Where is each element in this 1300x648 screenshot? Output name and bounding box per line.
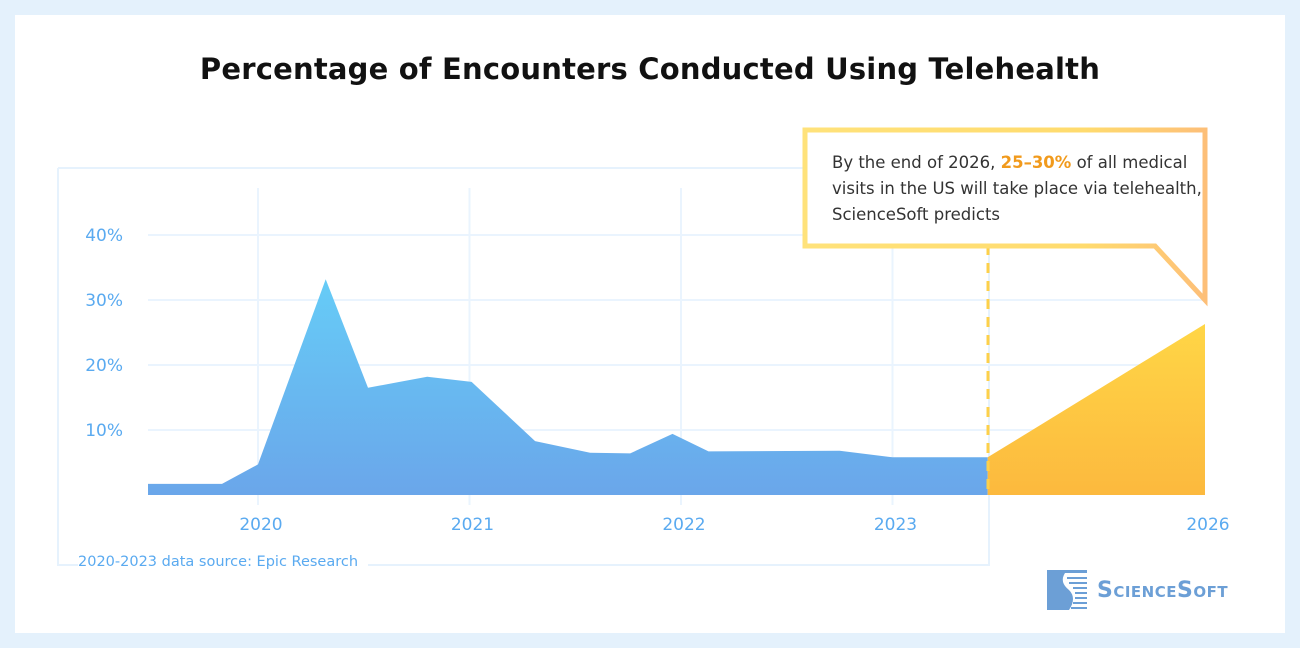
sciencesoft-logo: ScienceSoft bbox=[1047, 570, 1228, 610]
source-note: 2020-2023 data source: Epic Research bbox=[78, 554, 358, 570]
callout-highlight: 25–30% bbox=[1000, 153, 1072, 172]
chart-title: Percentage of Encounters Conducted Using… bbox=[199, 52, 1101, 86]
x-tick-label: 2026 bbox=[1186, 515, 1229, 535]
callout-part: of all medical visits in the US will tak… bbox=[832, 153, 1202, 224]
x-tick-label: 2022 bbox=[662, 515, 705, 535]
callout-box bbox=[802, 127, 1208, 307]
chart-frame bbox=[57, 167, 990, 566]
logo-icon bbox=[1047, 570, 1087, 610]
logo-text: ScienceSoft bbox=[1097, 577, 1229, 603]
y-tick-label: 30% bbox=[85, 291, 123, 311]
y-tick-label: 10% bbox=[85, 421, 123, 441]
callout-text: By the end of 2026, 25–30% of all medica… bbox=[832, 150, 1212, 228]
x-tick-label: 2021 bbox=[451, 515, 494, 535]
x-tick-label: 2020 bbox=[239, 515, 282, 535]
y-tick-label: 20% bbox=[85, 356, 123, 376]
x-tick-label: 2023 bbox=[874, 515, 917, 535]
historical-area bbox=[148, 279, 988, 495]
callout-part: By the end of 2026, bbox=[832, 153, 1001, 172]
chart-card bbox=[15, 15, 1285, 633]
forecast-area bbox=[987, 324, 1205, 495]
y-tick-label: 40% bbox=[85, 226, 123, 246]
